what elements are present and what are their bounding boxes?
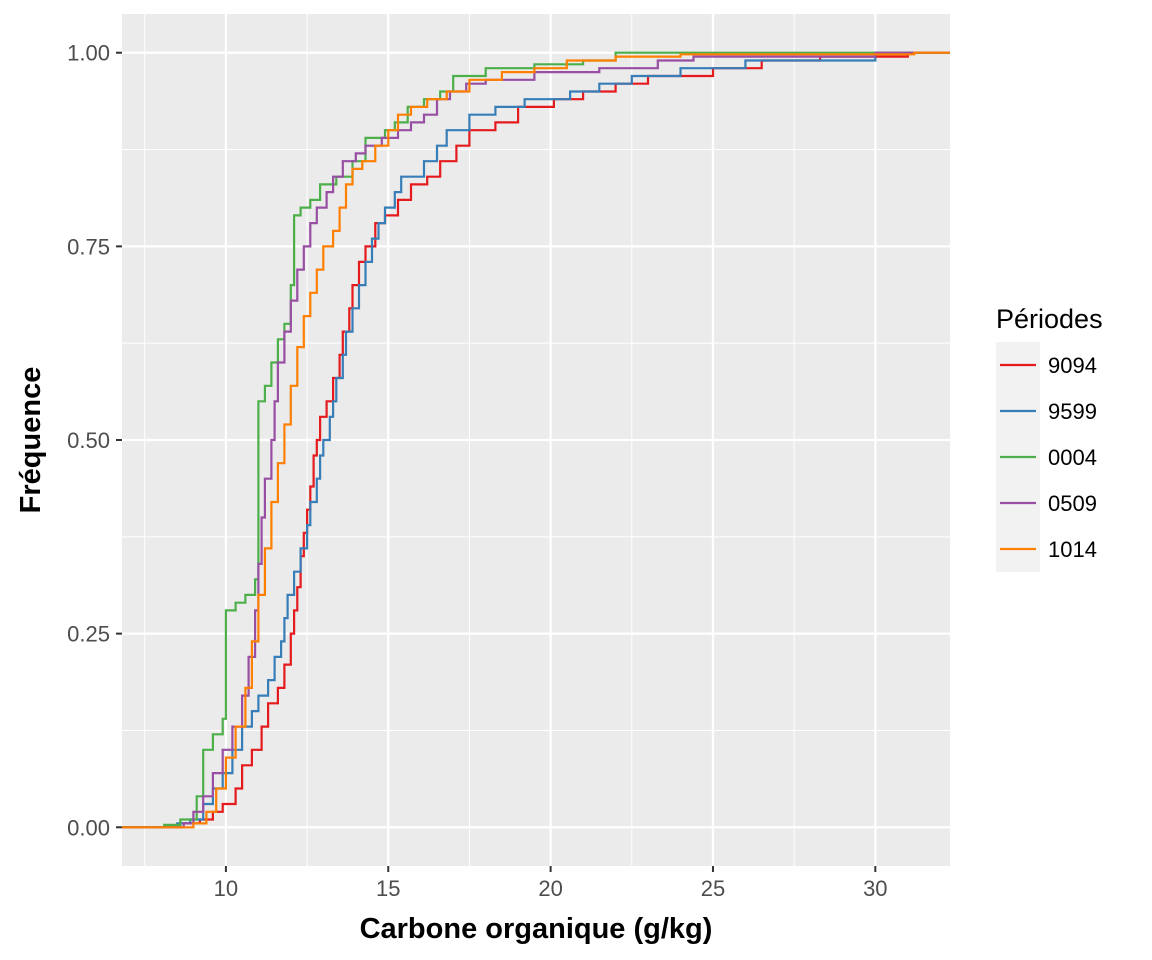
y-tick-label: 0.25 bbox=[67, 622, 110, 647]
legend-label-0004: 0004 bbox=[1048, 445, 1097, 470]
y-tick-label: 0.75 bbox=[67, 234, 110, 259]
x-axis: 10 15 20 25 30 bbox=[214, 866, 888, 901]
x-tick-label: 30 bbox=[863, 876, 887, 901]
y-axis-title: Fréquence bbox=[15, 367, 47, 514]
series-line-0004 bbox=[122, 51, 950, 829]
x-axis-title: Carbone organique (g/kg) bbox=[360, 913, 713, 945]
series-line-9599 bbox=[122, 51, 950, 829]
y-tick-label: 0.50 bbox=[67, 428, 110, 453]
series-line-1014 bbox=[122, 51, 950, 829]
x-tick-label: 25 bbox=[701, 876, 725, 901]
x-tick-label: 10 bbox=[214, 876, 238, 901]
legend: Périodes 9094 9599 0004 0509 1014 bbox=[996, 304, 1103, 572]
y-tick-label: 0.00 bbox=[67, 815, 110, 840]
legend-label-1014: 1014 bbox=[1048, 537, 1097, 562]
legend-label-0509: 0509 bbox=[1048, 491, 1097, 516]
legend-title: Périodes bbox=[996, 304, 1103, 334]
legend-label-9599: 9599 bbox=[1048, 399, 1097, 424]
series-layer bbox=[122, 51, 950, 829]
x-tick-label: 20 bbox=[538, 876, 562, 901]
x-tick-label: 15 bbox=[376, 876, 400, 901]
y-axis: 0.00 0.25 0.50 0.75 1.00 bbox=[67, 41, 122, 840]
y-tick-label: 1.00 bbox=[67, 41, 110, 66]
legend-label-9094: 9094 bbox=[1048, 353, 1097, 378]
